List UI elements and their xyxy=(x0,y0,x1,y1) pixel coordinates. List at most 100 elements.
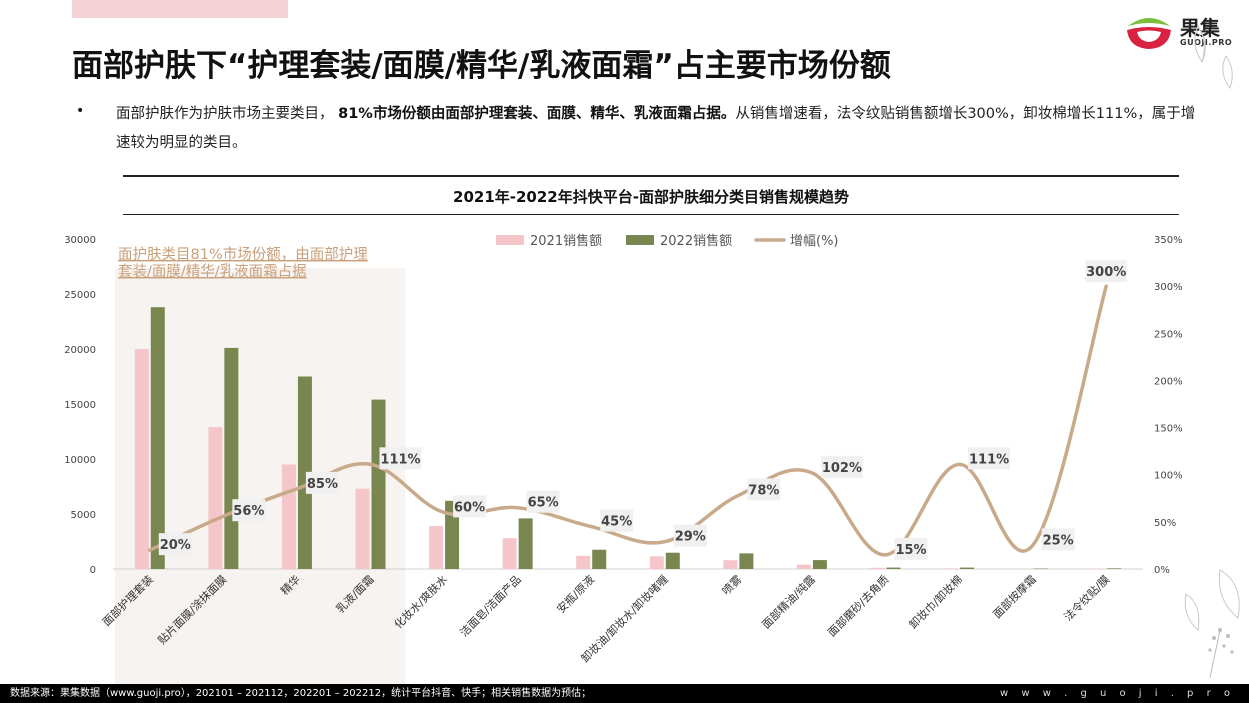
chart-top-rule xyxy=(123,175,1179,177)
chart-title: 2021年-2022年抖快平台-面部护肤细分类目销售规模趋势 xyxy=(453,188,849,206)
sales-trend-chart: 0 5000 10000 15000 20000 25000 30000 0% 50% 100% 1… xyxy=(64,233,1183,684)
y-left-tick-label: 5000 xyxy=(71,510,96,521)
x-tick-label: 面部精油/纯露 xyxy=(759,572,818,631)
data-label: 111% xyxy=(969,452,1009,467)
x-tick-label: 面部按摩霜 xyxy=(990,572,1039,621)
data-label: 78% xyxy=(748,483,779,498)
logo-mark-icon xyxy=(1127,18,1171,49)
data-label: 25% xyxy=(1043,533,1074,548)
bar-2022 xyxy=(297,376,312,569)
bar-2022 xyxy=(445,500,460,569)
legend-label: 增幅(%) xyxy=(790,234,839,249)
data-label-bg xyxy=(526,490,560,513)
bar-2021 xyxy=(944,568,959,569)
data-label: 65% xyxy=(528,496,559,511)
brand-logo: 果集 GUOJI.PRO xyxy=(1124,10,1234,50)
y-right-tick-label: 300% xyxy=(1154,282,1183,293)
data-label: 60% xyxy=(454,500,485,515)
data-label-bg xyxy=(453,495,487,518)
bar-2021 xyxy=(796,564,811,569)
y-right-tick-label: 0% xyxy=(1154,565,1170,576)
x-tick-label: 卸妆巾/卸妆棉 xyxy=(906,572,965,631)
y-right-tick-label: 250% xyxy=(1154,329,1183,340)
data-label-bg xyxy=(600,509,634,532)
description-part1: 面部护肤作为护肤市场主要类目， xyxy=(116,106,334,122)
data-label: 111% xyxy=(380,452,420,467)
bar-2021 xyxy=(355,488,370,569)
top-accent-bar xyxy=(72,0,288,18)
bar-2021 xyxy=(649,556,664,569)
x-tick-label: 安瓶/原液 xyxy=(554,572,598,616)
data-label: 45% xyxy=(601,515,632,530)
page-title: 面部护肤下“护理套装/面膜/精华/乳液面霜”占主要市场份额 xyxy=(72,48,891,84)
y-right-tick-label: 200% xyxy=(1154,376,1183,387)
bar-2022 xyxy=(518,518,533,569)
bar-2022 xyxy=(224,347,239,569)
description-bold: 81%市场份额由面部护理套装、面膜、精华、乳液面霜占据。 xyxy=(338,106,736,122)
logo-text: 果集 xyxy=(1180,16,1220,40)
y-right-tick-label: 350% xyxy=(1154,235,1183,246)
x-tick-label: 法令纹贴/膜 xyxy=(1061,572,1112,623)
bar-2022 xyxy=(665,552,680,569)
y-right-tick-label: 150% xyxy=(1154,424,1183,435)
data-label: 15% xyxy=(895,543,926,558)
data-label: 29% xyxy=(675,530,706,545)
data-label-bg xyxy=(673,524,707,547)
bar-2022 xyxy=(371,399,386,569)
legend-swatch xyxy=(626,235,654,245)
data-source-note: 数据来源：果集数据（www.guoji.pro），202101 – 202112… xyxy=(10,688,592,699)
x-tick-label: 面部磨砂/去角质 xyxy=(825,572,892,639)
bar-2021 xyxy=(134,349,149,569)
y-left-tick-label: 0 xyxy=(90,565,96,576)
x-tick-label: 洁面皂/洁面产品 xyxy=(457,572,524,639)
data-label-bg xyxy=(747,478,781,501)
description-text: 面部护肤作为护肤市场主要类目， 81%市场份额由面部护理套装、面膜、精华、乳液面… xyxy=(116,100,1206,158)
footer-url: w w w . g u o j i . p r o xyxy=(1000,688,1235,699)
legend-swatch xyxy=(496,235,524,245)
leaf-decoration-bottom-icon xyxy=(1184,569,1240,679)
y-right-tick-label: 100% xyxy=(1154,471,1183,482)
bar-2021 xyxy=(281,464,296,569)
bar-2022 xyxy=(739,553,754,569)
y-left-tick-label: 25000 xyxy=(64,290,96,301)
bar-2021 xyxy=(1017,568,1032,570)
y-left-tick-label: 20000 xyxy=(64,345,96,356)
logo-subtext: GUOJI.PRO xyxy=(1180,38,1233,47)
bar-2021 xyxy=(576,555,591,569)
legend-label: 2021销售额 xyxy=(530,233,602,249)
bar-2021 xyxy=(723,560,738,569)
x-tick-label: 喷雾 xyxy=(720,573,745,598)
data-label-bg xyxy=(379,447,422,470)
data-label: 20% xyxy=(160,538,191,553)
annotation-line2: 套装/面膜/精华/乳液面霜占据 xyxy=(118,263,307,280)
data-label: 85% xyxy=(307,477,338,492)
data-label-bg xyxy=(968,447,1011,470)
data-label-bg xyxy=(894,537,928,560)
y-right-tick-label: 50% xyxy=(1154,518,1176,529)
leaf-decoration-top-icon xyxy=(1194,24,1233,90)
data-label: 300% xyxy=(1086,265,1126,280)
annotation-line1: 面护肤类目81%市场份额，由面部护理 xyxy=(118,246,368,263)
bar-2022 xyxy=(1033,568,1048,570)
bar-2022 xyxy=(886,567,901,569)
data-label: 56% xyxy=(233,504,264,519)
footer-bar: 数据来源：果集数据（www.guoji.pro），202101 – 202112… xyxy=(0,684,1249,703)
data-label-bg xyxy=(232,499,266,522)
bar-2022 xyxy=(150,307,165,569)
data-label-bg xyxy=(158,533,192,556)
bar-2021 xyxy=(429,526,444,569)
bar-2022 xyxy=(592,549,607,569)
data-label: 102% xyxy=(822,461,862,476)
y-left-tick-label: 30000 xyxy=(64,235,96,246)
data-label-bg xyxy=(1041,528,1075,551)
bar-2022 xyxy=(1107,568,1122,569)
legend-label: 2022销售额 xyxy=(660,233,732,249)
y-left-tick-label: 10000 xyxy=(64,455,96,466)
bar-2021 xyxy=(870,567,885,569)
bar-2021 xyxy=(1091,568,1106,570)
bullet-marker: • xyxy=(76,103,85,119)
bar-2021 xyxy=(502,538,517,569)
y-left-tick-label: 15000 xyxy=(64,400,96,411)
data-label-bg xyxy=(1085,260,1128,283)
description-part2: 从销售增速看，法令纹贴销售额增长300%，卸妆棉增长111%，属于增速较为明显的… xyxy=(116,106,1196,151)
